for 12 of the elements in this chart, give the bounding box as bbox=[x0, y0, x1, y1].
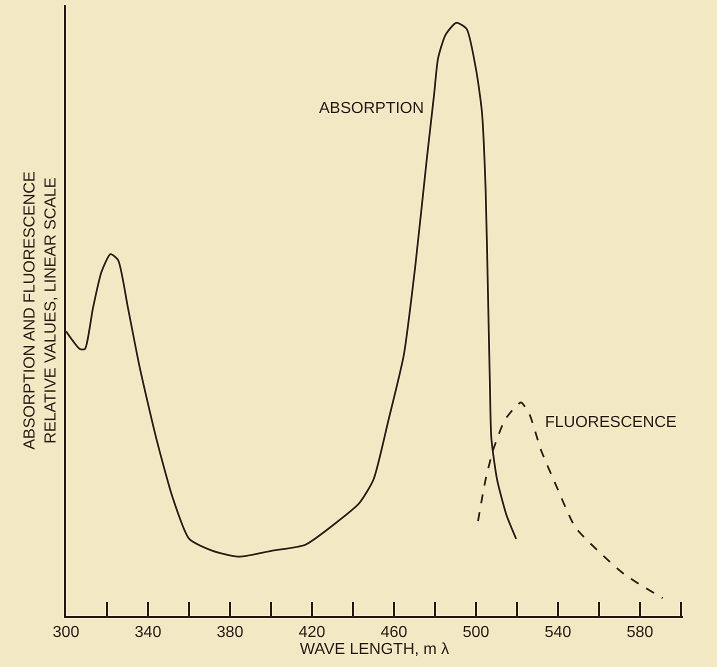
x-tick-label: 300 bbox=[52, 624, 80, 642]
x-tick-label: 380 bbox=[216, 624, 244, 642]
y-axis-title: ABSORPTION AND FLUORESCENCE RELATIVE VALUES, LINEAR SCALE bbox=[22, 171, 60, 450]
x-tick-label: 580 bbox=[626, 624, 654, 642]
x-axis-title: WAVE LENGTH, m λ bbox=[300, 641, 450, 658]
x-tick-label: 500 bbox=[462, 624, 490, 642]
x-tick-label: 540 bbox=[544, 624, 572, 642]
series-label: ABSORPTION bbox=[319, 100, 424, 117]
series-label: FLUORESCENCE bbox=[545, 414, 677, 431]
x-tick-label: 460 bbox=[380, 624, 408, 642]
x-tick-label: 340 bbox=[134, 624, 162, 642]
x-tick-label: 420 bbox=[298, 624, 326, 642]
